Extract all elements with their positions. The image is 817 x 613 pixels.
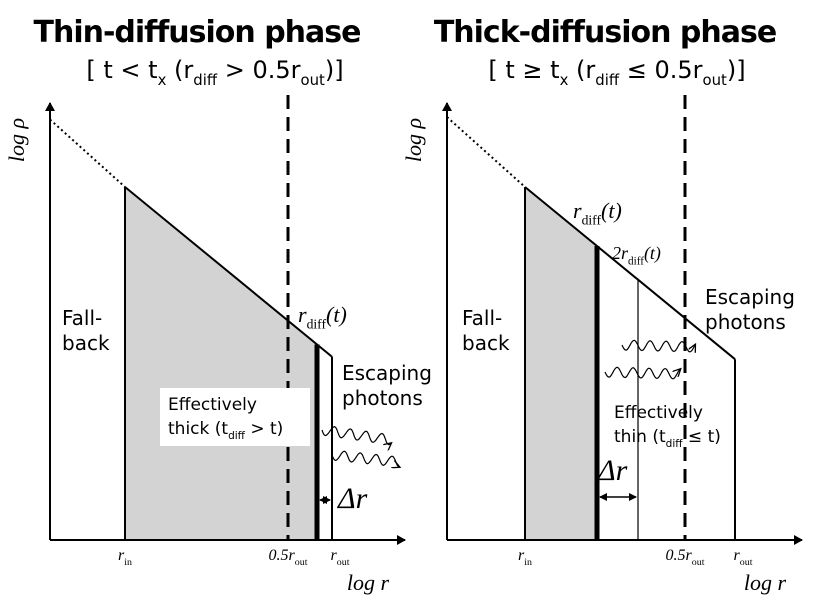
- text-segment: (t): [326, 302, 347, 327]
- subscript: in: [124, 557, 132, 568]
- tick-label: rin: [118, 547, 132, 568]
- text-segment: r: [118, 547, 125, 564]
- text-segment: r: [573, 198, 582, 223]
- fallback-label: back: [462, 331, 510, 355]
- text-segment: (r: [568, 56, 595, 84]
- region-label: thick (tdiff > t): [168, 419, 283, 442]
- photon-arrow: [604, 366, 680, 380]
- photon-arrow: [321, 426, 391, 445]
- text-segment: 2r: [612, 243, 629, 263]
- tick-label: rin: [518, 547, 532, 568]
- delta-r-label: Δr: [597, 454, 628, 487]
- text-segment: ≤ 0.5r: [619, 56, 703, 84]
- text-segment: thin (t: [614, 427, 666, 447]
- tick-label: 0.5rout: [269, 547, 308, 568]
- density-extrapolation: [446, 116, 526, 188]
- y-axis-label: log ρ: [4, 118, 29, 162]
- text-segment: (t): [644, 243, 661, 264]
- subscript: out: [702, 71, 727, 89]
- tick-label: 0.5rout: [666, 547, 705, 568]
- fallback-label: Fall-: [62, 306, 102, 330]
- fallback-label: back: [62, 331, 110, 355]
- subscript: diff: [628, 255, 644, 267]
- text-segment: 0.5r: [269, 547, 296, 564]
- fallback-label: Fall-: [462, 306, 502, 330]
- text-segment: thick (t: [168, 419, 228, 439]
- text-segment: 0.5r: [666, 547, 693, 564]
- fallback-region: [125, 187, 317, 540]
- subscript: x: [158, 71, 167, 89]
- text-segment: )]: [727, 56, 746, 84]
- subscript: diff: [228, 430, 246, 442]
- text-segment: r: [331, 547, 338, 564]
- subscript: out: [300, 71, 325, 89]
- label-box: [160, 388, 310, 446]
- y-axis-label: log ρ: [401, 118, 426, 162]
- tick-label: rout: [331, 547, 350, 568]
- subscript: out: [740, 557, 753, 568]
- text-segment: ≤ t): [683, 427, 721, 447]
- region-label: Effectively: [168, 395, 257, 415]
- subscript: out: [295, 557, 308, 568]
- region-label: thin (tdiff ≤ t): [614, 427, 721, 450]
- x-axis-label: log r: [347, 570, 390, 595]
- text-segment: r: [518, 547, 525, 564]
- subscript: in: [524, 557, 532, 568]
- text-segment: > t): [245, 419, 283, 439]
- text-segment: (r: [166, 56, 193, 84]
- panel-subtitle: [ t ≥ tx (rdiff ≤ 0.5rout)]: [488, 56, 745, 89]
- panel-subtitle: [ t < tx (rdiff > 0.5rout)]: [86, 56, 343, 89]
- subscript: out: [337, 557, 350, 568]
- escaping-label: Escaping: [342, 361, 432, 385]
- density-profile: [524, 186, 736, 360]
- subscript: diff: [307, 317, 327, 332]
- subscript: diff: [595, 71, 620, 89]
- radius-label: rdiff(t): [573, 198, 622, 228]
- photon-arrow: [621, 339, 695, 352]
- escaping-label: Escaping: [705, 285, 795, 309]
- text-segment: r: [298, 302, 307, 327]
- subscript: diff: [582, 213, 602, 228]
- text-segment: [ t < t: [86, 56, 157, 84]
- photon-arrow: [331, 450, 399, 467]
- text-segment: [ t ≥ t: [488, 56, 559, 84]
- radius-label: rdiff(t): [298, 302, 347, 332]
- panel-title: Thin-diffusion phase: [34, 15, 361, 50]
- density-profile: [124, 186, 333, 358]
- tick-label: rout: [734, 547, 753, 568]
- delta-r-label: Δr: [337, 482, 368, 515]
- density-extrapolation: [49, 118, 126, 188]
- fallback-region: [525, 187, 597, 540]
- escaping-label: photons: [705, 310, 786, 334]
- escaping-label: photons: [342, 386, 423, 410]
- subscript: diff: [666, 438, 684, 450]
- subscript: diff: [193, 71, 218, 89]
- subscript: out: [692, 557, 705, 568]
- radius-label: 2rdiff(t): [612, 243, 661, 267]
- text-segment: (t): [601, 198, 622, 223]
- subscript: x: [560, 71, 569, 89]
- panel-title: Thick-diffusion phase: [434, 15, 776, 50]
- region-label: Effectively: [614, 403, 703, 423]
- x-axis-label: log r: [744, 570, 787, 595]
- text-segment: )]: [325, 56, 344, 84]
- text-segment: > 0.5r: [217, 56, 301, 84]
- text-segment: r: [734, 547, 741, 564]
